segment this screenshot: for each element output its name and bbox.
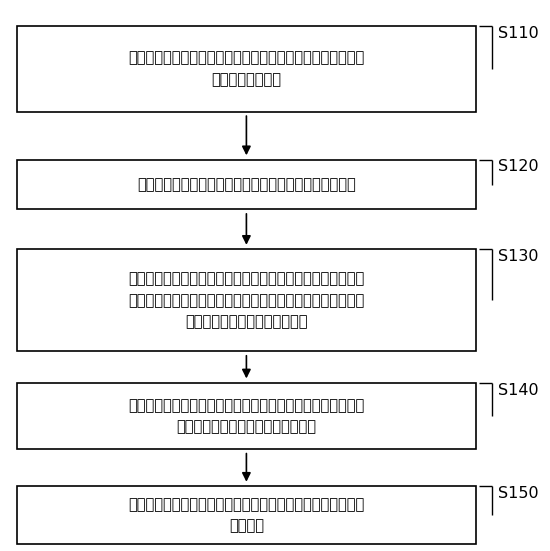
Bar (16, 383, 476, 449)
Text: S150: S150 (498, 486, 538, 501)
Text: S120: S120 (498, 159, 538, 175)
Text: 根据其他无人机的第二坐标，将目标编号分配至无人机集群中
各无人机: 根据其他无人机的第二坐标，将目标编号分配至无人机集群中 各无人机 (128, 497, 365, 533)
Bar (16, 487, 476, 544)
Text: S130: S130 (498, 249, 538, 264)
Bar (16, 26, 476, 111)
Text: S140: S140 (498, 382, 538, 398)
Text: 从无人机集群中选取桩机，并获取桩机的经纬度信息、高度信
息以及磁角度信息: 从无人机集群中选取桩机，并获取桩机的经纬度信息、高度信 息以及磁角度信息 (128, 51, 365, 87)
Bar (16, 160, 476, 209)
Bar (16, 249, 476, 352)
Text: 根据桩机的经纬度信息、桩机的高度信息、其他无人机的经纬
度信息和其他无人机的高度信息，获取在以桩机为原点的大地
坐标系中其他无人机的第一坐标: 根据桩机的经纬度信息、桩机的高度信息、其他无人机的经纬 度信息和其他无人机的高度… (128, 271, 365, 329)
Text: S110: S110 (498, 26, 538, 41)
Text: 获取无人机集群中其他无人机的经纬度信息以及高度信息: 获取无人机集群中其他无人机的经纬度信息以及高度信息 (137, 177, 356, 192)
Text: 根据桩机的磁角度信息，将其他无人机的第一坐标转换至以桩
机为原点的舞台坐标系中的第二坐标: 根据桩机的磁角度信息，将其他无人机的第一坐标转换至以桩 机为原点的舞台坐标系中的… (128, 398, 365, 434)
